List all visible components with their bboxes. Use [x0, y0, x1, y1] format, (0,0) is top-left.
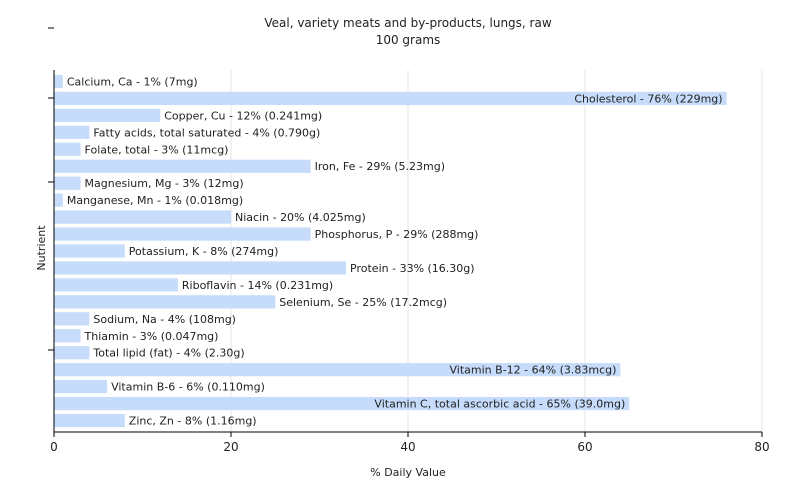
bar-label-11: Protein - 33% (16.30g): [350, 262, 475, 275]
bar-label-10: Potassium, K - 8% (274mg): [129, 245, 279, 258]
bar-label-13: Selenium, Se - 25% (17.2mcg): [279, 296, 447, 309]
bar-label-1: Cholesterol - 76% (229mg): [574, 92, 722, 105]
bar-label-17: Vitamin B-12 - 64% (3.83mcg): [450, 364, 617, 377]
bar-label-14: Sodium, Na - 4% (108mg): [93, 313, 236, 326]
bar-18: [54, 380, 108, 394]
x-tick-label-0: 0: [50, 440, 58, 454]
bar-19: [54, 396, 630, 411]
bar-label-15: Thiamin - 3% (0.047mg): [84, 330, 219, 343]
bar-label-6: Magnesium, Mg - 3% (12mg): [85, 177, 244, 190]
bar-20: [54, 413, 125, 428]
bar-label-4: Folate, total - 3% (11mcg): [85, 143, 229, 156]
bar-5: [54, 159, 311, 173]
bar-3: [54, 125, 90, 139]
y-axis-label: Nutrient: [35, 225, 48, 271]
axes-group: 0 20 40 60 80: [48, 27, 770, 454]
bar-7: [54, 193, 63, 207]
x-tick-label-4: 80: [754, 440, 769, 454]
bar-14: [54, 312, 90, 326]
grid-lines: [230, 70, 763, 432]
x-tick-label-2: 40: [400, 440, 415, 454]
bar-0: [54, 74, 63, 89]
bar-2: [54, 108, 161, 122]
bar-label-20: Zinc, Zn - 8% (1.16mg): [129, 415, 257, 428]
bar-9: [54, 227, 311, 241]
x-tick-label-1: 20: [223, 440, 238, 454]
bar-label-8: Niacin - 20% (4.025mg): [235, 211, 366, 224]
bar-4: [54, 142, 81, 156]
chart-subtitle: 100 grams: [376, 33, 441, 47]
bar-11: [54, 261, 347, 275]
bar-12: [54, 278, 178, 292]
bar-16: [54, 346, 90, 360]
bar-label-0: Calcium, Ca - 1% (7mg): [67, 75, 198, 88]
bar-15: [54, 329, 81, 343]
x-tick-label-3: 60: [577, 440, 592, 454]
bar-6: [54, 176, 81, 190]
bar-13: [54, 295, 276, 309]
bar-label-18: Vitamin B-6 - 6% (0.110mg): [111, 381, 265, 394]
bar-label-5: Iron, Fe - 29% (5.23mg): [315, 160, 445, 173]
bar-label-12: Riboflavin - 14% (0.231mg): [182, 279, 333, 292]
chart-title: Veal, variety meats and by-products, lun…: [264, 16, 551, 30]
x-axis-label: % Daily Value: [370, 466, 446, 479]
bar-label-16: Total lipid (fat) - 4% (2.30g): [92, 347, 244, 360]
bar-8: [54, 210, 231, 224]
bar-label-7: Manganese, Mn - 1% (0.018mg): [67, 194, 243, 207]
bar-label-9: Phosphorus, P - 29% (288mg): [315, 228, 479, 241]
bars-group: Calcium, Ca - 1% (7mg) Cholesterol - 76% …: [54, 74, 727, 428]
bar-label-3: Fatty acids, total saturated - 4% (0.790…: [93, 126, 320, 139]
bar-label-2: Copper, Cu - 12% (0.241mg): [164, 109, 322, 122]
bar-17: [54, 363, 621, 377]
bar-10: [54, 244, 125, 258]
bar-1: [54, 91, 727, 106]
bar-label-19: Vitamin C, total ascorbic acid - 65% (39…: [374, 398, 625, 411]
